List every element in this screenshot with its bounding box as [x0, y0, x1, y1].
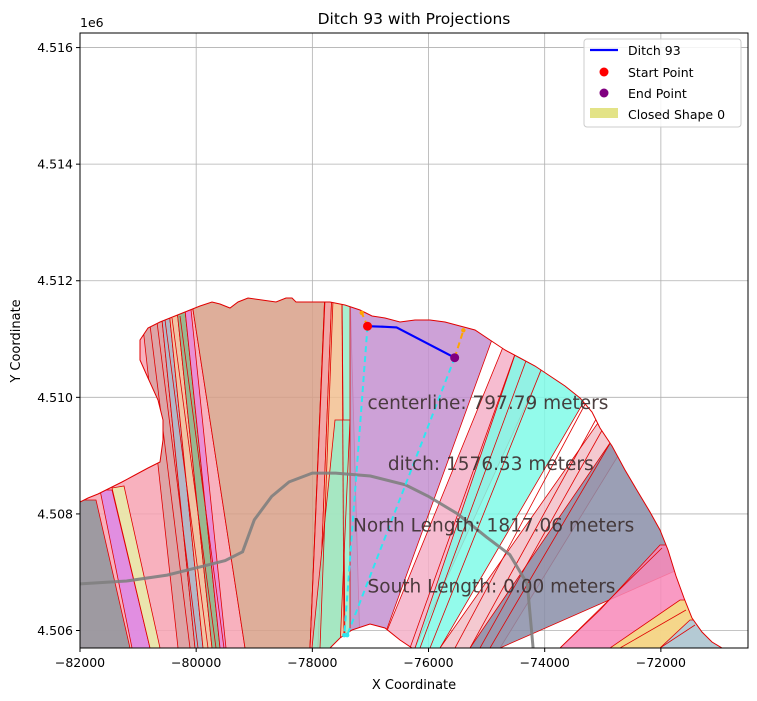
region-strip-edge — [489, 439, 613, 648]
region-band-grey — [80, 499, 131, 648]
region-band-yellowgreen — [111, 485, 161, 648]
annotation-label: centerline: 797.79 meters — [368, 393, 609, 414]
legend-ditch-label: Ditch 93 — [628, 43, 681, 58]
annotation-label: South Length: 0.00 meters — [368, 577, 616, 598]
region-strip-edge — [156, 321, 199, 648]
y-tick-label: 4.514 — [37, 157, 73, 172]
region-strip-edge — [619, 609, 687, 648]
projection-endpoint — [461, 328, 466, 333]
projection-endpoint — [345, 632, 350, 638]
region-band-purple — [349, 298, 511, 648]
annotation-label: North Length: 1817.06 meters — [353, 515, 634, 536]
y-tick-label: 4.516 — [37, 40, 73, 55]
projection-line — [343, 326, 369, 636]
y-axis-label: Y Coordinate — [9, 299, 24, 383]
y-tick-label: 4.510 — [37, 390, 73, 405]
legend-end-label: End Point — [628, 86, 687, 101]
legend-start-swatch — [599, 67, 609, 77]
region-strip-edge — [409, 339, 521, 648]
x-tick-label: −82000 — [55, 655, 105, 670]
x-axis: −82000 −80000 −78000 −76000 −74000 −72000 — [55, 648, 686, 670]
region-strip-edge — [429, 359, 546, 648]
ditch-93-line — [367, 325, 456, 359]
region-strip-edge — [659, 624, 696, 648]
region-strip-edge — [559, 547, 663, 648]
region-strip-edge — [469, 411, 601, 648]
plot-frame — [79, 32, 749, 649]
plot-area: centerline: 797.79 meters ditch: 1576.53 … — [80, 297, 723, 648]
y-offset-label: 1e6 — [80, 15, 104, 30]
y-tick-label: 4.512 — [37, 273, 73, 288]
region-strip-edge — [164, 319, 209, 648]
x-tick-label: −76000 — [403, 655, 453, 670]
region-strip-edge — [149, 324, 191, 648]
x-tick-label: −74000 — [520, 655, 570, 670]
legend-end-swatch — [599, 88, 609, 98]
region-strip-edge — [179, 315, 225, 648]
road-line — [80, 471, 535, 648]
annotations: centerline: 797.79 meters ditch: 1576.53 … — [353, 393, 634, 598]
annotation-label: ditch: 1576.53 meters — [388, 454, 594, 475]
region-strip-edge — [419, 349, 531, 648]
x-tick-label: −78000 — [287, 655, 337, 670]
region-strip-edge — [479, 424, 606, 648]
region-strip-edge — [454, 394, 591, 648]
start-point-marker — [363, 321, 373, 331]
region-outline — [80, 297, 723, 648]
legend: Ditch 93 Start Point End Point Closed Sh… — [583, 38, 742, 128]
y-tick-label: 4.506 — [37, 623, 73, 638]
projection-endpoint — [359, 310, 364, 316]
region-strip-edge — [171, 317, 217, 648]
y-axis: 4.506 4.508 4.510 4.512 4.514 4.516 — [37, 40, 80, 638]
y-tick-label: 4.508 — [37, 506, 73, 521]
region-band-tan — [189, 298, 326, 648]
region-band-mint-lower — [311, 419, 351, 648]
x-tick-label: −80000 — [171, 655, 221, 670]
chart-title: Ditch 93 with Projections — [318, 10, 511, 28]
x-tick-label: −72000 — [636, 655, 686, 670]
region-band-violet — [99, 489, 151, 648]
end-point-marker — [450, 353, 460, 363]
legend-start-label: Start Point — [628, 65, 694, 80]
legend-box — [583, 38, 742, 128]
projection-line — [453, 329, 465, 359]
legend-closed-shape-label: Closed Shape 0 — [628, 107, 725, 122]
x-axis-label: X Coordinate — [372, 678, 456, 693]
legend-closed-shape-swatch — [590, 108, 618, 118]
